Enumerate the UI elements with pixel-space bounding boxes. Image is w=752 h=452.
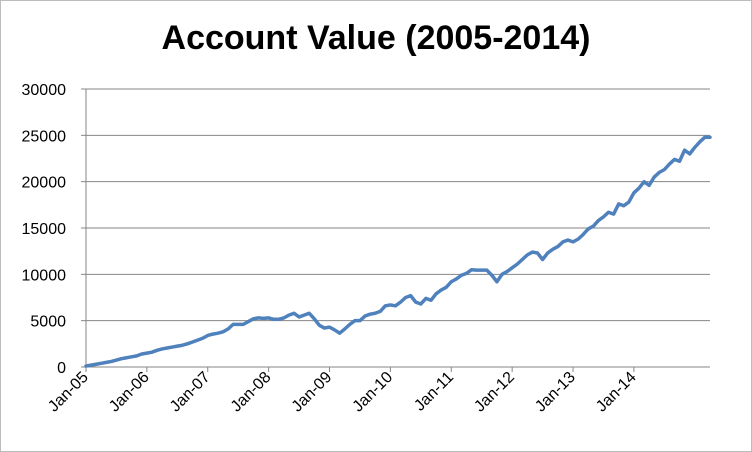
y-tick-label: 25000 bbox=[22, 128, 67, 145]
x-tick-label: Jan-11 bbox=[411, 369, 457, 415]
x-tick-label: Jan-10 bbox=[350, 369, 397, 416]
series-line bbox=[84, 135, 712, 368]
chart-title: Account Value (2005-2014) bbox=[161, 19, 591, 57]
x-tick-label: Jan-05 bbox=[45, 369, 92, 416]
y-tick-label: 10000 bbox=[22, 267, 67, 284]
x-tick-label: Jan-08 bbox=[228, 369, 275, 416]
y-tick-label: 15000 bbox=[22, 221, 67, 238]
x-tick-label: Jan-06 bbox=[106, 369, 153, 416]
y-tick-label: 30000 bbox=[22, 82, 67, 99]
x-tick-label: Jan-14 bbox=[593, 369, 640, 416]
y-tick-label: 20000 bbox=[22, 175, 67, 192]
x-tick-label: Jan-07 bbox=[167, 369, 214, 416]
y-tick-label: 5000 bbox=[30, 314, 66, 331]
y-tick-label: 0 bbox=[57, 360, 66, 377]
x-tick-label: Jan-13 bbox=[532, 369, 579, 416]
x-tick-label: Jan-09 bbox=[289, 369, 336, 416]
x-tick-label: Jan-12 bbox=[471, 369, 518, 416]
